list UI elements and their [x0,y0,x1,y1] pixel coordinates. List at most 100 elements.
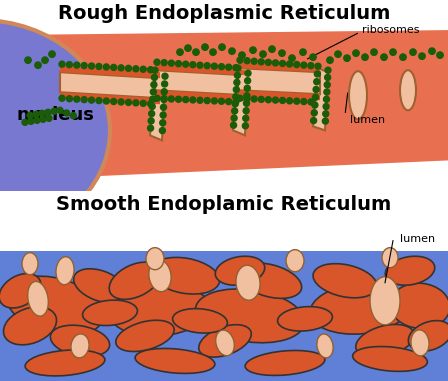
Circle shape [161,60,167,66]
Ellipse shape [370,277,400,325]
Circle shape [324,89,330,95]
Circle shape [410,49,416,55]
Ellipse shape [385,256,435,285]
Circle shape [219,64,224,70]
Circle shape [133,66,139,72]
Circle shape [211,98,217,104]
Circle shape [28,118,34,124]
Circle shape [335,51,341,58]
Circle shape [310,118,317,123]
Circle shape [234,79,240,85]
Circle shape [159,128,165,134]
Circle shape [125,65,131,71]
Ellipse shape [56,257,74,285]
Circle shape [111,99,116,104]
Circle shape [233,86,239,93]
Polygon shape [155,64,245,75]
Circle shape [279,50,285,56]
Circle shape [245,70,251,76]
Circle shape [269,46,275,52]
Ellipse shape [215,256,265,285]
Ellipse shape [313,264,377,298]
Ellipse shape [172,309,228,333]
Circle shape [323,111,329,117]
Circle shape [161,96,167,102]
Circle shape [74,96,80,102]
Circle shape [149,110,155,117]
Circle shape [233,99,239,105]
Circle shape [176,61,181,67]
Circle shape [219,44,225,50]
Circle shape [45,109,51,115]
Circle shape [250,47,256,53]
Circle shape [183,61,189,67]
Circle shape [211,63,217,69]
Circle shape [96,64,102,69]
Circle shape [327,57,333,63]
Circle shape [162,73,168,79]
Circle shape [185,45,191,51]
Circle shape [147,125,154,131]
Ellipse shape [400,70,416,110]
Circle shape [324,82,330,88]
Circle shape [193,49,199,55]
Text: lumen: lumen [350,115,385,125]
Circle shape [231,122,237,128]
Circle shape [313,86,319,93]
Circle shape [118,65,124,71]
Ellipse shape [236,265,260,300]
Circle shape [234,72,241,78]
Circle shape [400,54,406,60]
Circle shape [40,116,46,122]
Text: Smooth Endoplamic Reticulum: Smooth Endoplamic Reticulum [56,195,392,213]
Circle shape [162,81,168,87]
Polygon shape [313,68,328,130]
Text: Rough Endoplasmic Reticulum: Rough Endoplasmic Reticulum [58,4,390,23]
Circle shape [280,98,285,104]
Circle shape [251,58,257,64]
Circle shape [243,115,249,121]
Ellipse shape [0,20,110,241]
Circle shape [419,53,425,59]
Circle shape [301,99,307,104]
Circle shape [204,98,210,104]
Circle shape [151,89,156,95]
Circle shape [315,63,321,69]
Circle shape [314,71,320,77]
Ellipse shape [286,250,304,272]
Circle shape [244,58,250,64]
Circle shape [310,54,316,60]
Circle shape [42,57,48,63]
Circle shape [190,62,196,68]
Circle shape [237,95,243,101]
Circle shape [233,94,239,100]
Ellipse shape [82,300,138,325]
Circle shape [140,100,146,106]
Circle shape [147,101,154,107]
Circle shape [147,67,154,73]
Ellipse shape [238,263,302,298]
Circle shape [251,96,257,102]
Circle shape [89,97,95,103]
Circle shape [154,95,160,101]
Circle shape [371,49,377,55]
Circle shape [33,111,39,117]
Circle shape [111,64,116,70]
Circle shape [244,85,250,91]
Circle shape [233,65,239,71]
Circle shape [176,96,181,102]
Circle shape [390,49,396,55]
Circle shape [27,112,33,118]
Text: ribosomes: ribosomes [362,25,419,35]
Circle shape [140,66,146,72]
Circle shape [325,67,331,73]
Ellipse shape [382,248,398,268]
Circle shape [151,74,157,80]
Circle shape [103,98,109,104]
Circle shape [314,79,320,85]
Polygon shape [238,68,320,94]
Circle shape [237,57,243,63]
Circle shape [311,110,317,116]
Circle shape [46,115,52,121]
Circle shape [272,60,279,66]
